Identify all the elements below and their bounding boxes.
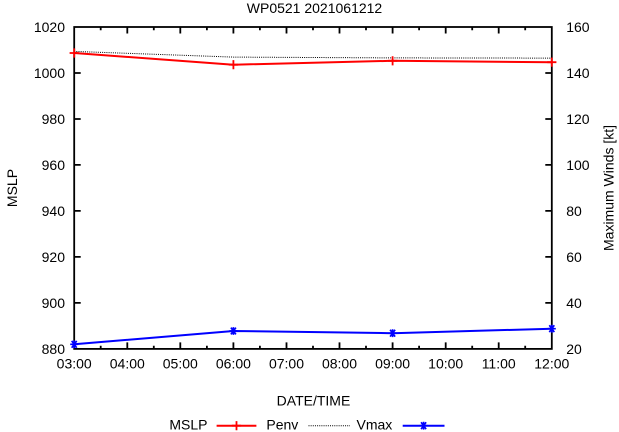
svg-text:880: 880 bbox=[42, 341, 66, 357]
svg-text:11:00: 11:00 bbox=[482, 356, 516, 372]
svg-text:08:00: 08:00 bbox=[322, 356, 357, 372]
svg-text:1020: 1020 bbox=[34, 19, 65, 35]
svg-text:05:00: 05:00 bbox=[163, 356, 198, 372]
svg-text:MSLP: MSLP bbox=[169, 417, 207, 432]
svg-text:WP0521 2021061212: WP0521 2021061212 bbox=[247, 0, 383, 16]
svg-text:MSLP: MSLP bbox=[4, 169, 20, 207]
svg-text:07:00: 07:00 bbox=[269, 356, 304, 372]
svg-text:900: 900 bbox=[42, 295, 66, 311]
svg-text:60: 60 bbox=[566, 249, 582, 265]
svg-text:Penv: Penv bbox=[266, 417, 298, 432]
svg-text:10:00: 10:00 bbox=[428, 356, 463, 372]
svg-text:09:00: 09:00 bbox=[375, 356, 410, 372]
svg-text:1000: 1000 bbox=[34, 65, 65, 81]
svg-text:04:00: 04:00 bbox=[110, 356, 145, 372]
svg-text:20: 20 bbox=[566, 341, 582, 357]
svg-text:100: 100 bbox=[566, 157, 590, 173]
svg-text:Maximum Winds [kt]: Maximum Winds [kt] bbox=[601, 125, 617, 251]
svg-text:06:00: 06:00 bbox=[216, 356, 251, 372]
svg-text:160: 160 bbox=[566, 19, 590, 35]
svg-text:DATE/TIME: DATE/TIME bbox=[277, 393, 351, 409]
svg-text:03:00: 03:00 bbox=[57, 356, 92, 372]
svg-text:960: 960 bbox=[42, 157, 66, 173]
svg-text:920: 920 bbox=[42, 249, 66, 265]
svg-text:80: 80 bbox=[566, 203, 582, 219]
svg-text:940: 940 bbox=[42, 203, 66, 219]
svg-text:40: 40 bbox=[566, 295, 582, 311]
svg-text:120: 120 bbox=[566, 111, 590, 127]
svg-text:980: 980 bbox=[42, 111, 66, 127]
svg-text:12:00: 12:00 bbox=[534, 356, 569, 372]
svg-text:Vmax: Vmax bbox=[357, 417, 393, 432]
svg-text:140: 140 bbox=[566, 65, 590, 81]
